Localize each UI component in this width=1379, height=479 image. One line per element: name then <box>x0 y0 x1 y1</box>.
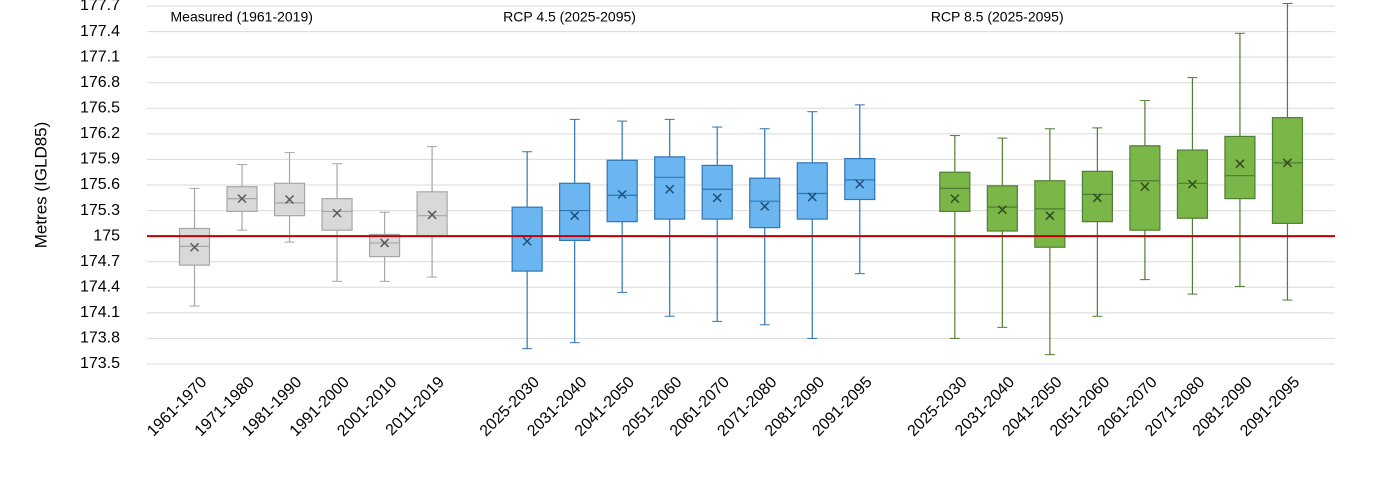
box <box>1271 117 1304 224</box>
box <box>986 185 1018 232</box>
y-tick-label: 175 <box>93 227 120 244</box>
box-group <box>1224 32 1256 287</box>
y-tick-label: 177.1 <box>80 48 120 65</box>
mean-marker <box>997 205 1007 215</box>
mean-marker <box>1187 179 1197 189</box>
box-group <box>654 118 686 317</box>
box <box>1224 135 1256 200</box>
box <box>796 162 828 220</box>
series-label: RCP 8.5 (2025-2095) <box>931 9 1064 25</box>
box <box>701 164 733 220</box>
box-group <box>606 120 638 293</box>
mean-marker <box>1235 159 1245 169</box>
y-tick-label: 176.5 <box>80 100 120 117</box>
y-tick-label: 175.9 <box>80 151 120 168</box>
box-group <box>749 128 781 326</box>
y-tick-label: 176.8 <box>80 74 120 91</box>
box <box>844 157 876 201</box>
box <box>559 182 591 242</box>
mean-marker <box>760 201 770 211</box>
box <box>654 156 686 220</box>
mean-marker <box>570 211 580 221</box>
mean-marker <box>950 194 960 204</box>
y-tick-label: 177.4 <box>80 23 120 40</box>
box-group <box>368 211 401 282</box>
mean-marker <box>855 179 865 189</box>
box-group <box>939 135 971 339</box>
mean-marker <box>665 184 675 194</box>
mean-marker <box>285 194 295 205</box>
y-tick-label: 174.7 <box>80 253 120 270</box>
box <box>368 233 401 258</box>
box <box>511 206 543 272</box>
box <box>321 198 353 231</box>
box-group <box>178 187 211 307</box>
box-group <box>273 152 306 243</box>
mean-marker <box>1140 182 1150 192</box>
box-group <box>844 104 876 275</box>
y-tick-label: 173.8 <box>80 330 120 347</box>
y-tick-label: 175.3 <box>80 202 120 219</box>
box-group <box>321 163 353 282</box>
y-tick-label: 174.4 <box>80 279 120 296</box>
box-group <box>1129 100 1161 281</box>
mean-marker <box>1045 211 1055 221</box>
mean-marker <box>380 238 390 248</box>
mean-marker <box>712 193 722 203</box>
mean-marker <box>427 210 437 220</box>
box-group <box>1176 77 1209 295</box>
y-tick-label: 177.7 <box>80 0 120 14</box>
y-tick-label: 176.2 <box>80 125 120 142</box>
box-group <box>511 151 543 350</box>
series-label: RCP 4.5 (2025-2095) <box>503 9 636 25</box>
y-tick-label: 175.6 <box>80 176 120 193</box>
y-tick-label: 173.5 <box>80 355 120 372</box>
y-axis-label: Metres (IGLD85) <box>31 122 50 249</box>
box <box>1081 170 1113 223</box>
box-group <box>416 146 448 278</box>
mean-marker <box>522 236 532 246</box>
box-group <box>559 118 591 344</box>
box <box>749 177 781 229</box>
box <box>939 171 971 213</box>
mean-marker <box>1092 193 1102 203</box>
box <box>1129 145 1161 231</box>
box <box>1176 149 1209 219</box>
mean-marker <box>189 242 200 252</box>
series-label: Measured (1961-2019) <box>171 9 313 25</box>
box-group <box>701 126 733 322</box>
mean-marker <box>617 189 627 199</box>
box <box>606 159 638 223</box>
mean-marker <box>807 192 817 202</box>
box <box>1034 180 1066 248</box>
mean-marker <box>237 194 247 204</box>
box-group <box>1081 127 1113 317</box>
box-group <box>1034 128 1066 356</box>
box-group <box>226 164 258 231</box>
box-group <box>986 137 1018 328</box>
mean-marker <box>1282 158 1292 168</box>
box-group <box>1271 2 1304 301</box>
mean-marker <box>332 208 342 218</box>
y-tick-label: 174.1 <box>80 304 120 321</box>
box-group <box>796 111 828 339</box>
